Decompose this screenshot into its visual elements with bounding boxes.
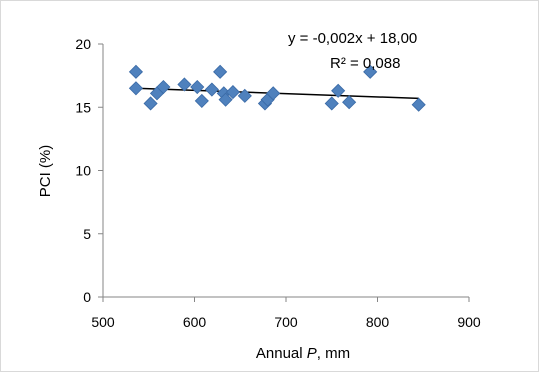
x-tick-label: 600 [183, 314, 207, 330]
data-point [331, 83, 346, 98]
y-tick-label: 10 [75, 163, 91, 179]
x-tick-label: 800 [366, 314, 390, 330]
data-point [190, 79, 205, 95]
r-squared-label: R² = 0,088 [330, 55, 400, 72]
y-axis-title: PCI (%) [37, 145, 54, 198]
y-tick-label: 0 [83, 289, 91, 305]
data-point [213, 64, 228, 79]
data-points [128, 64, 426, 112]
data-point [143, 96, 158, 111]
y-tick-label: 20 [75, 36, 91, 52]
data-point [237, 88, 252, 103]
x-axis-ticks: 500 600 700 800 900 [91, 297, 481, 330]
data-point [266, 86, 281, 101]
x-axis-title-suffix: , mm [317, 345, 350, 362]
data-point [363, 64, 378, 79]
x-axis-title-variable: P [307, 345, 317, 362]
axes [102, 44, 469, 298]
trendline-equation: y = -0,002x + 18,00 [288, 30, 417, 47]
data-point [324, 96, 339, 111]
data-point [194, 93, 209, 108]
x-tick-label: 900 [457, 314, 481, 330]
y-tick-label: 15 [75, 99, 91, 115]
x-axis-title: Annual P, mm [256, 345, 350, 362]
data-point [218, 92, 233, 107]
y-axis-ticks: 0 5 10 15 20 [75, 36, 103, 305]
data-point [177, 77, 192, 92]
x-tick-label: 500 [91, 314, 115, 330]
data-point [156, 79, 171, 95]
data-point [342, 95, 357, 110]
data-point [204, 82, 219, 97]
x-tick-label: 700 [274, 314, 298, 330]
x-axis-title-prefix: Annual [256, 345, 307, 362]
y-tick-label: 5 [83, 226, 91, 242]
data-point [128, 64, 144, 79]
data-point [225, 85, 240, 100]
data-point [411, 97, 426, 112]
data-point [128, 81, 144, 96]
